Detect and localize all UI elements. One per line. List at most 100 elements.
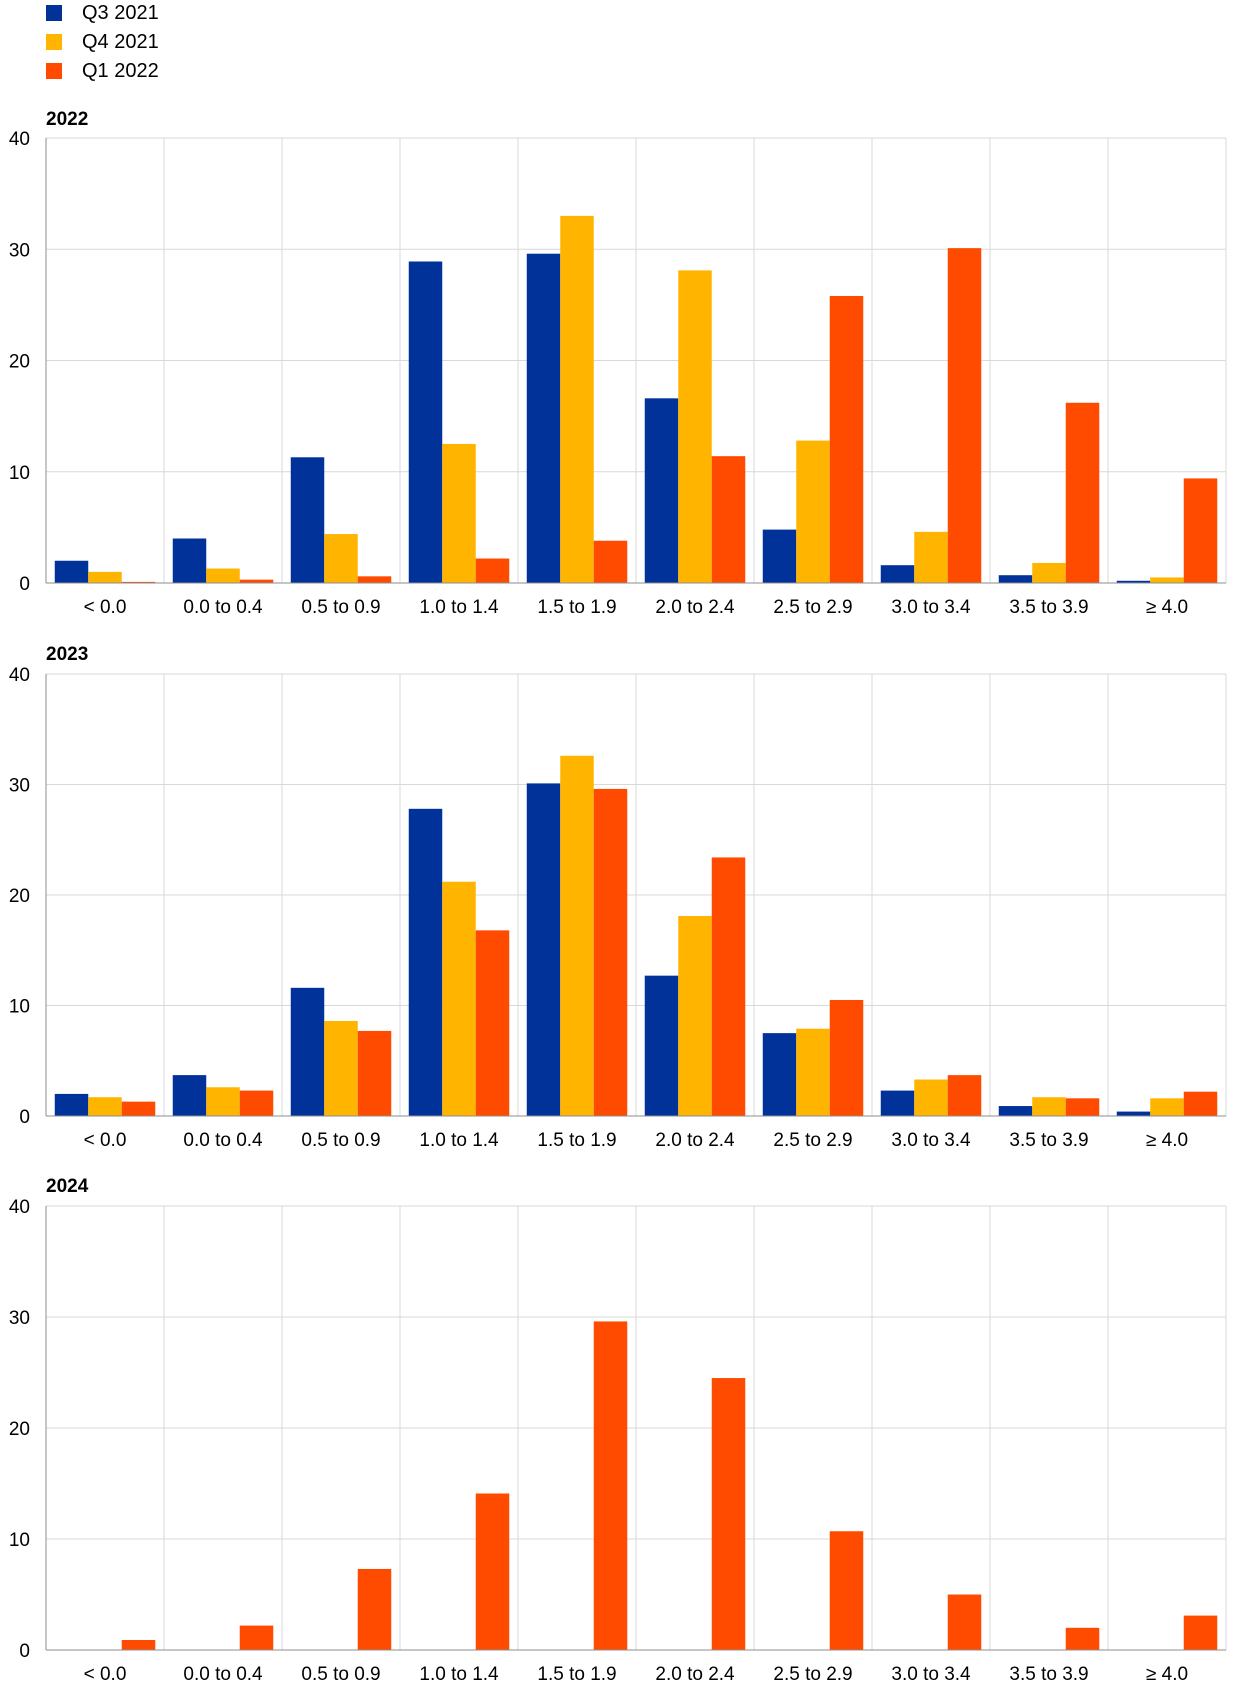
x-tick-label: ≥ 4.0 xyxy=(1146,597,1188,618)
bar-q3-2021-4-0 xyxy=(1116,580,1151,583)
bar-q1-2022-4-0 xyxy=(1183,1615,1218,1650)
y-tick-label: 40 xyxy=(9,1197,30,1218)
y-tick-label: 10 xyxy=(9,463,30,484)
chart-title: 2022 xyxy=(46,109,88,130)
bar-q4-2021-3-5-to-3-9 xyxy=(1032,562,1066,583)
bar-q3-2021-3-0-to-3-4 xyxy=(880,1090,915,1116)
bar-q3-2021-1-0-to-1-4 xyxy=(408,808,443,1116)
x-tick-label: 0.5 to 0.9 xyxy=(301,597,380,618)
x-tick-label: < 0.0 xyxy=(84,597,127,618)
bar-q1-2022-0-0 xyxy=(121,1640,156,1650)
x-tick-label: < 0.0 xyxy=(84,1130,127,1151)
bar-q4-2021-0-0-to-0-4 xyxy=(206,1087,240,1116)
x-tick-label: 3.0 to 3.4 xyxy=(891,597,971,618)
bar-q3-2021-3-5-to-3-9 xyxy=(998,1106,1033,1116)
y-tick-label: 40 xyxy=(9,129,30,150)
x-tick-label: 1.5 to 1.9 xyxy=(537,597,616,618)
bar-q1-2022-1-0-to-1-4 xyxy=(475,558,510,583)
bar-q4-2021-4-0 xyxy=(1150,577,1184,583)
bar-q3-2021-3-0-to-3-4 xyxy=(880,565,915,583)
legend-swatch-q3-2021 xyxy=(46,5,62,21)
chart-title: 2023 xyxy=(46,644,88,665)
y-tick-label: 40 xyxy=(9,665,30,686)
legend-label-q3-2021: Q3 2021 xyxy=(82,2,159,24)
bar-q4-2021-2-0-to-2-4 xyxy=(678,270,712,583)
x-tick-label: 2.0 to 2.4 xyxy=(655,1130,735,1151)
bar-q1-2022-0-0 xyxy=(121,581,156,583)
bar-q1-2022-1-5-to-1-9 xyxy=(593,540,628,583)
bar-q1-2022-4-0 xyxy=(1183,1091,1218,1116)
bar-q1-2022-0-5-to-0-9 xyxy=(357,1568,392,1650)
bar-q3-2021-1-5-to-1-9 xyxy=(526,783,561,1116)
bar-q1-2022-2-5-to-2-9 xyxy=(829,295,864,583)
bar-q3-2021-0-0 xyxy=(54,560,89,583)
bar-q1-2022-3-0-to-3-4 xyxy=(947,248,982,583)
bar-q3-2021-3-5-to-3-9 xyxy=(998,575,1033,583)
x-tick-label: 2.0 to 2.4 xyxy=(655,597,735,618)
x-tick-label: 1.5 to 1.9 xyxy=(537,1664,616,1685)
x-tick-label: 0.0 to 0.4 xyxy=(183,597,263,618)
bar-q1-2022-3-5-to-3-9 xyxy=(1065,1627,1100,1650)
bar-q3-2021-0-0-to-0-4 xyxy=(172,1075,207,1116)
y-tick-label: 20 xyxy=(9,1419,30,1440)
y-tick-label: 10 xyxy=(9,1530,30,1551)
x-tick-label: 0.5 to 0.9 xyxy=(301,1130,380,1151)
bar-q4-2021-4-0 xyxy=(1150,1098,1184,1116)
y-tick-label: 30 xyxy=(9,776,30,797)
bar-q3-2021-0-0 xyxy=(54,1093,89,1116)
x-tick-label: 2.5 to 2.9 xyxy=(773,1664,852,1685)
bar-q4-2021-3-0-to-3-4 xyxy=(914,531,948,583)
bar-q3-2021-2-0-to-2-4 xyxy=(644,975,679,1116)
x-tick-label: 3.5 to 3.9 xyxy=(1009,1664,1088,1685)
bar-q1-2022-0-0-to-0-4 xyxy=(239,1090,274,1116)
bar-q1-2022-3-5-to-3-9 xyxy=(1065,402,1100,583)
bar-q1-2022-4-0 xyxy=(1183,478,1218,583)
legend-swatch-q4-2021 xyxy=(46,34,62,50)
y-tick-label: 0 xyxy=(19,1641,30,1662)
bar-q4-2021-2-5-to-2-9 xyxy=(796,1028,830,1116)
x-tick-label: ≥ 4.0 xyxy=(1146,1664,1188,1685)
bar-q1-2022-3-0-to-3-4 xyxy=(947,1594,982,1650)
bar-q3-2021-4-0 xyxy=(1116,1111,1151,1116)
x-tick-label: < 0.0 xyxy=(84,1664,127,1685)
x-tick-label: 0.0 to 0.4 xyxy=(183,1130,263,1151)
chart-title: 2024 xyxy=(46,1176,89,1197)
bar-q4-2021-0-5-to-0-9 xyxy=(324,534,358,583)
legend-label-q4-2021: Q4 2021 xyxy=(82,31,159,53)
chart-2024: 2024 0 10 20 30 40 < 0.0 0.0 to 0.4 0.5 to 0.9 1.… xyxy=(9,1176,1227,1685)
x-tick-label: 2.0 to 2.4 xyxy=(655,1664,735,1685)
bar-q1-2022-1-0-to-1-4 xyxy=(475,930,510,1116)
bar-q1-2022-0-0-to-0-4 xyxy=(239,1625,274,1650)
bar-q4-2021-2-5-to-2-9 xyxy=(796,440,830,583)
x-tick-label: 3.5 to 3.9 xyxy=(1009,1130,1088,1151)
bar-q4-2021-1-5-to-1-9 xyxy=(560,755,594,1116)
x-tick-label: 2.5 to 2.9 xyxy=(773,1130,852,1151)
bar-q1-2022-3-0-to-3-4 xyxy=(947,1075,982,1116)
bar-q4-2021-0-0 xyxy=(88,1097,122,1116)
bar-q4-2021-0-0-to-0-4 xyxy=(206,568,240,583)
bar-q3-2021-2-5-to-2-9 xyxy=(762,529,797,583)
bar-q1-2022-0-0-to-0-4 xyxy=(239,579,274,583)
y-tick-label: 30 xyxy=(9,240,30,261)
bar-q4-2021-3-5-to-3-9 xyxy=(1032,1097,1066,1116)
bar-q3-2021-1-5-to-1-9 xyxy=(526,253,561,583)
bar-q1-2022-1-5-to-1-9 xyxy=(593,1321,628,1650)
bar-q4-2021-3-0-to-3-4 xyxy=(914,1079,948,1116)
y-tick-label: 30 xyxy=(9,1308,30,1329)
x-tick-label: 1.0 to 1.4 xyxy=(419,597,499,618)
bar-q4-2021-2-0-to-2-4 xyxy=(678,915,712,1116)
x-tick-label: 0.5 to 0.9 xyxy=(301,1664,380,1685)
x-tick-label: 3.0 to 3.4 xyxy=(891,1664,971,1685)
bar-q1-2022-2-0-to-2-4 xyxy=(711,857,746,1116)
legend-label-q1-2022: Q1 2022 xyxy=(82,60,159,82)
bar-q4-2021-0-5-to-0-9 xyxy=(324,1020,358,1116)
legend-swatch-q1-2022 xyxy=(46,63,62,79)
bar-q3-2021-2-0-to-2-4 xyxy=(644,398,679,583)
chart-2022: 2022 0 10 20 30 40 < 0.0 0.0 to 0.4 0.5 to 0.9 1.… xyxy=(9,109,1227,618)
bar-q1-2022-1-5-to-1-9 xyxy=(593,788,628,1116)
x-tick-label: 1.0 to 1.4 xyxy=(419,1664,499,1685)
bar-q4-2021-0-0 xyxy=(88,571,122,583)
bar-q4-2021-1-5-to-1-9 xyxy=(560,215,594,583)
bar-q4-2021-1-0-to-1-4 xyxy=(442,881,476,1116)
